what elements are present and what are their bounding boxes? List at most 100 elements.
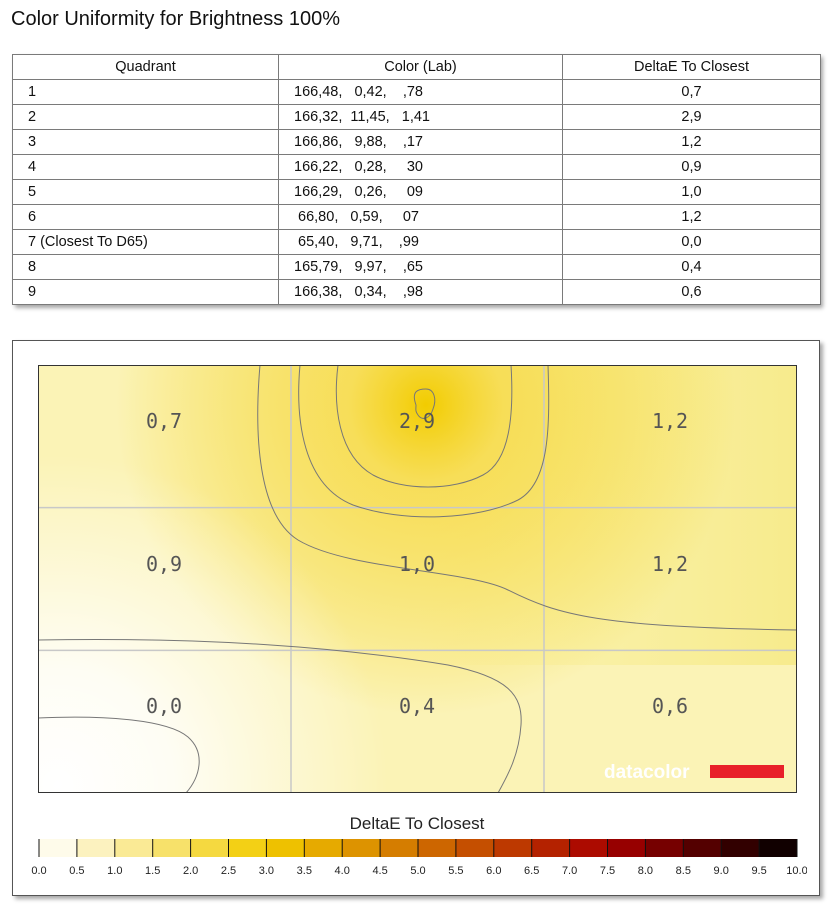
colorbar-tick-label: 5.0 [410,865,425,877]
column-header-color-lab: Color (Lab) [278,54,563,80]
datacolor-logo-text: datacolor [604,762,690,783]
cell-deltae: 2,9 [562,104,821,130]
colorbar-tick-label: 2.5 [221,865,236,877]
quadrant-value-8: 0,4 [399,694,435,718]
page-title: Color Uniformity for Brightness 100% [11,8,341,30]
colorbar-tick-label: 10.0 [786,865,807,877]
quadrant-value-4: 0,9 [146,552,182,576]
cell-color-lab: 166,32, 11,45, 1,41 [278,104,563,130]
cell-quadrant: 4 [12,154,279,180]
uniformity-chart-panel: 0,7 2,9 1,2 0,9 1,0 1,2 0,0 0,4 0,6 data… [12,340,820,896]
contour-line [298,365,550,518]
table-header-row: Quadrant Color (Lab) DeltaE To Closest [12,54,821,80]
colorbar-cells [39,839,798,857]
colorbar-tick-label: 1.5 [145,865,160,877]
cell-color-lab: 65,40, 9,71, ,99 [278,229,563,255]
colorbar-tick-label: 0.5 [69,865,84,877]
cell-deltae: 0,0 [562,229,821,255]
colorbar-tick-label: 0.0 [31,865,46,877]
colorbar-cell [266,839,305,857]
quadrant-value-3: 1,2 [652,409,688,433]
cell-quadrant: 3 [12,129,279,155]
quadrant-labels: 0,7 2,9 1,2 0,9 1,0 1,2 0,0 0,4 0,6 [146,409,688,718]
colorbar-tick-label: 4.0 [335,865,350,877]
column-header-quadrant: Quadrant [12,54,279,80]
heatmap-frame [38,365,797,793]
cell-quadrant: 1 [12,79,279,105]
colorbar-tick-label: 8.0 [638,865,653,877]
cell-quadrant: 9 [12,279,279,305]
colorbar-title: DeltaE To Closest [349,814,485,833]
colorbar-tick-label: 7.5 [600,865,615,877]
colorbar-cell [493,839,533,857]
colorbar-tick-label: 8.5 [676,865,691,877]
colorbar-cell [569,839,608,857]
colorbar-cell [683,839,722,857]
table-row: 6 66,80, 0,59, 07 1,2 [12,204,821,230]
cell-color-lab: 165,79, 9,97, ,65 [278,254,563,280]
cell-color-lab: 166,22, 0,28, 30 [278,154,563,180]
table-row: 8 165,79, 9,97, ,65 0,4 [12,254,821,280]
cell-color-lab: 66,80, 0,59, 07 [278,204,563,230]
cell-color-lab: 166,48, 0,42, ,78 [278,79,563,105]
column-header-deltae: DeltaE To Closest [562,54,821,80]
contour-line [413,388,436,419]
cell-color-lab: 166,29, 0,26, 09 [278,179,563,205]
table-row: 9 166,38, 0,34, ,98 0,6 [12,279,821,305]
colorbar-ticks [38,839,798,857]
contour-line [38,638,522,793]
contour-lines [38,365,797,793]
uniformity-table: Quadrant Color (Lab) DeltaE To Closest 1… [12,54,821,305]
colorbar-cell [645,839,684,857]
colorbar: 0.0 0.5 1.0 1.5 2.0 2.5 3.0 3.5 4.0 4.5 5.0 5.5 6.0 6… [31,839,807,877]
cell-quadrant: 5 [12,179,279,205]
colorbar-tick-label: 9.0 [714,865,729,877]
cell-deltae: 1,2 [562,204,821,230]
colorbar-tick-labels: 0.0 0.5 1.0 1.5 2.0 2.5 3.0 3.5 4.0 4.5 5.0 5.5 6.0 6… [31,865,807,877]
colorbar-cell [76,839,116,857]
colorbar-cell [152,839,192,857]
table-row: 7 (Closest To D65) 65,40, 9,71, ,99 0,0 [12,229,821,255]
colorbar-tick-label: 3.0 [259,865,274,877]
cell-deltae: 0,6 [562,279,821,305]
cell-deltae: 1,0 [562,179,821,205]
colorbar-cell [190,839,229,857]
quadrant-value-9: 0,6 [652,694,688,718]
uniformity-heatmap: 0,7 2,9 1,2 0,9 1,0 1,2 0,0 0,4 0,6 data… [38,365,797,793]
table-row: 3 166,86, 9,88, ,17 1,2 [12,129,821,155]
colorbar-tick-label: 9.5 [751,865,766,877]
colorbar-cell [114,839,154,857]
datacolor-watermark: datacolor [604,762,784,783]
table-row: 5 166,29, 0,26, 09 1,0 [12,179,821,205]
colorbar-cell [304,839,343,857]
colorbar-cell [418,839,457,857]
cell-deltae: 0,7 [562,79,821,105]
colorbar-tick-label: 6.0 [486,865,501,877]
colorbar-tick-label: 4.5 [372,865,387,877]
colorbar-cell [531,839,571,857]
colorbar-tick-label: 6.5 [524,865,539,877]
colorbar-cell [39,839,78,857]
quadrant-value-2: 2,9 [399,409,435,433]
colorbar-tick-label: 1.0 [107,865,122,877]
colorbar-cell [759,839,798,857]
cell-quadrant: 7 (Closest To D65) [12,229,279,255]
heatmap-coolspot [38,365,797,793]
cell-deltae: 0,4 [562,254,821,280]
cell-deltae: 0,9 [562,154,821,180]
quadrant-value-1: 0,7 [146,409,182,433]
cell-color-lab: 166,38, 0,34, ,98 [278,279,563,305]
table-row: 2 166,32, 11,45, 1,41 2,9 [12,104,821,130]
table-row: 4 166,22, 0,28, 30 0,9 [12,154,821,180]
uniformity-table-wrapper: Quadrant Color (Lab) DeltaE To Closest 1… [12,54,821,305]
colorbar-cell [607,839,646,857]
datacolor-logo-bar [710,765,784,778]
colorbar-cell [228,839,267,857]
cell-quadrant: 2 [12,104,279,130]
quadrant-value-5: 1,0 [399,552,435,576]
contour-line [257,365,797,631]
contour-line [38,716,200,793]
colorbar-tick-label: 5.5 [448,865,463,877]
colorbar-tick-label: 7.0 [562,865,577,877]
cell-quadrant: 8 [12,254,279,280]
